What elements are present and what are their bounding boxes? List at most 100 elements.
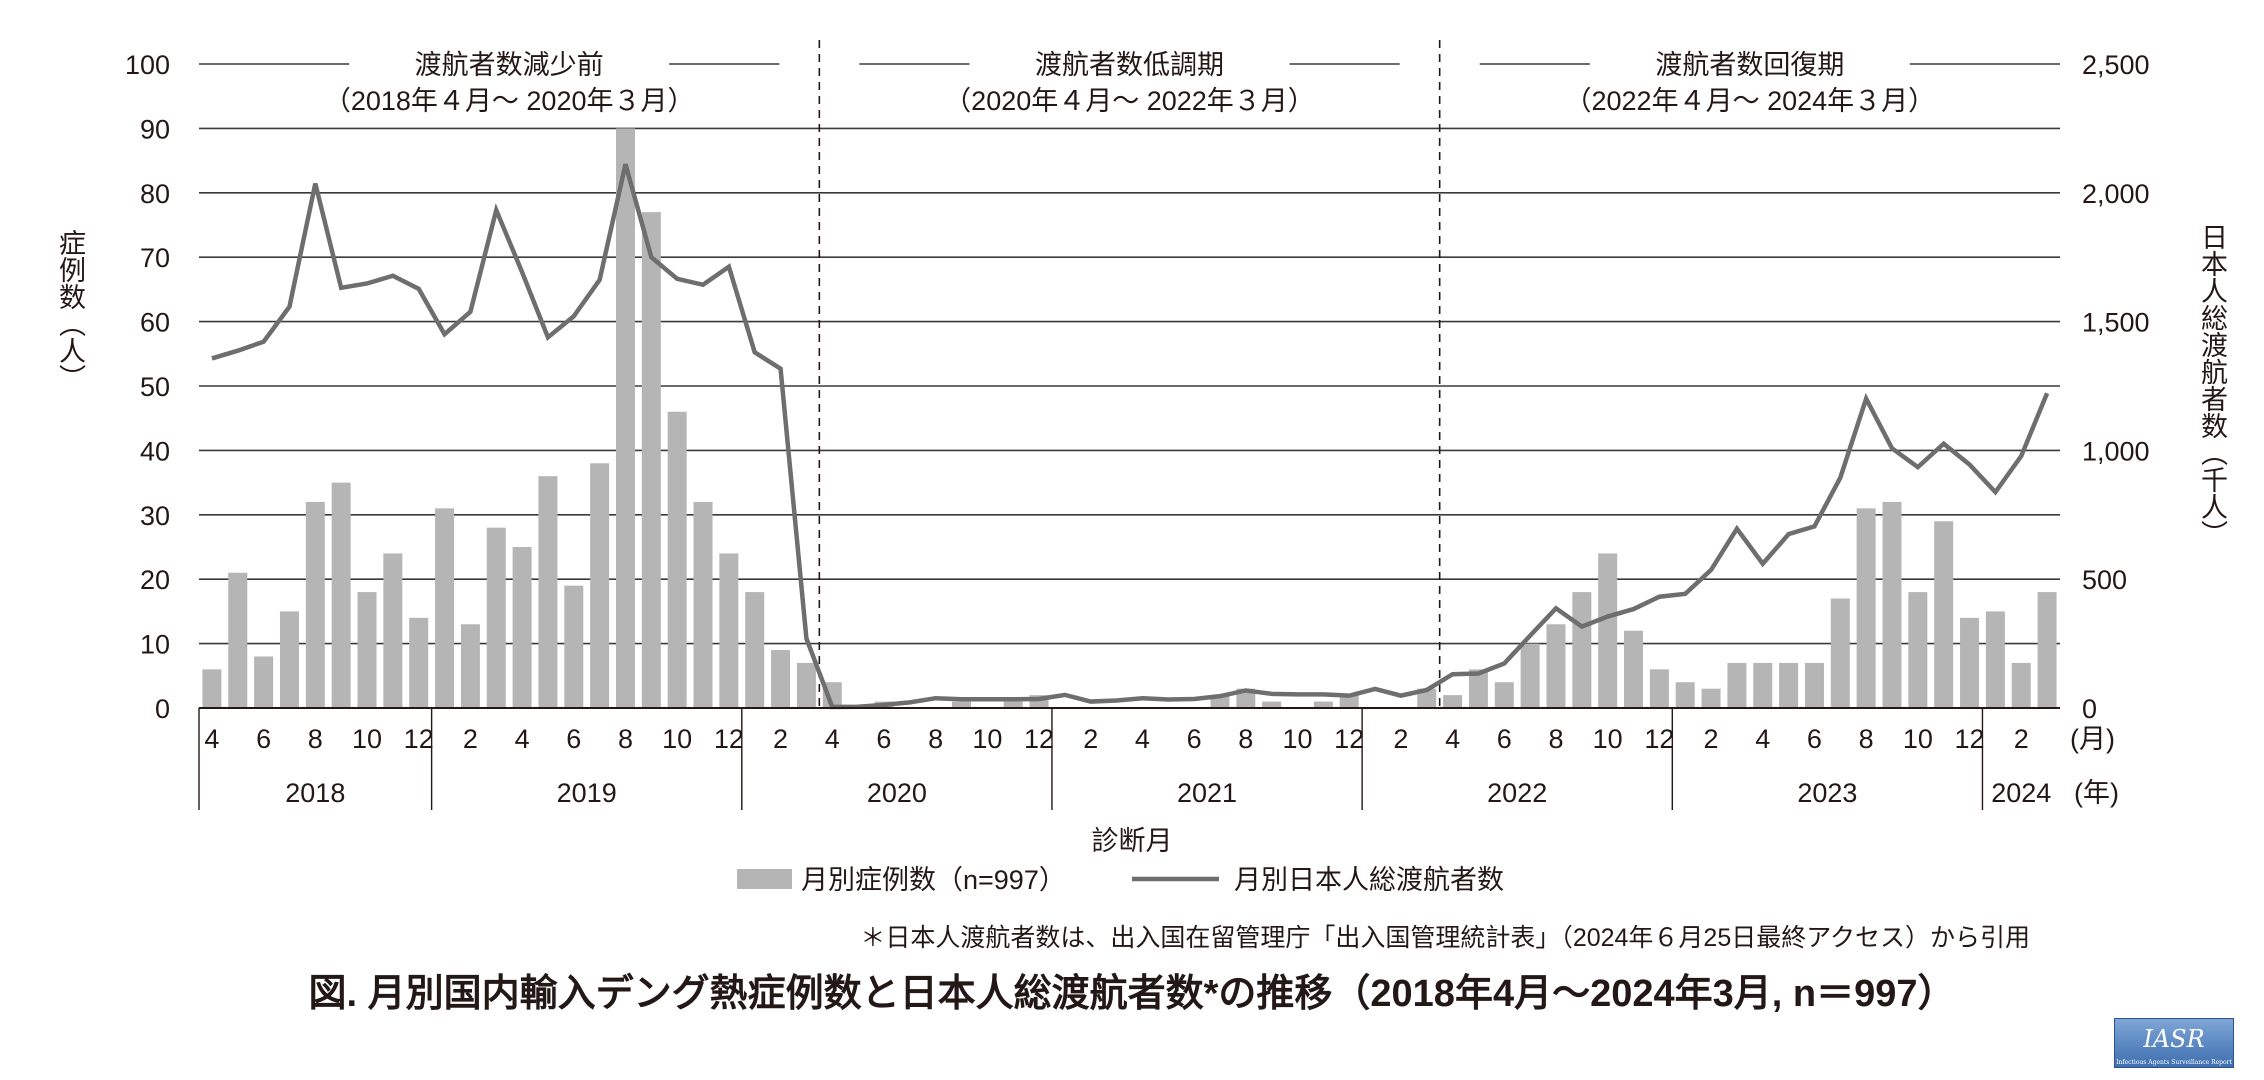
bar-month-48 [1443,695,1463,708]
year-label: 2022 [1487,778,1547,808]
bar-month-20 [719,553,739,708]
legend-bar-swatch [737,869,792,889]
bar-month-65 [1882,501,1902,708]
figure-title: 図. 月別国内輸入デング熱症例数と日本人総渡航者数*の推移（2018年4月〜20… [309,972,1956,1015]
bar-month-5 [331,482,351,708]
bar-month-18 [667,411,687,708]
period-range: （2020年４月〜 2022年３月） [944,86,1315,116]
right-tick-label: 500 [2082,565,2127,595]
month-label: 8 [1238,724,1253,754]
month-label: 6 [876,724,891,754]
bar-month-12 [512,547,532,708]
month-unit-label: (月) [2070,724,2115,754]
bar-month-63 [1830,598,1850,708]
bar-month-17 [641,212,661,708]
year-label: 2019 [557,778,617,808]
month-label: 4 [1135,724,1150,754]
month-label: 6 [1187,724,1202,754]
iasr-logo-text: IASR [2143,1025,2205,1053]
year-unit-label: (年) [2074,778,2119,808]
month-label: 10 [662,724,692,754]
bar-month-2 [254,656,274,708]
bar-month-55 [1624,630,1644,708]
year-label: 2020 [867,778,927,808]
bar-month-64 [1856,508,1876,708]
bar-month-53 [1572,592,1592,708]
x-axis-title: 診断月 [1092,826,1173,856]
bar-month-43 [1313,701,1333,708]
right-tick-label: 1,500 [2082,308,2150,338]
right-tick-label: 2,500 [2082,50,2150,80]
year-label: 2021 [1177,778,1237,808]
bar-month-11 [486,527,506,708]
year-label: 2024 [1991,778,2051,808]
bar-month-68 [1960,617,1980,708]
month-label: 2 [2014,724,2029,754]
bar-month-29 [951,701,971,708]
month-label: 8 [1548,724,1563,754]
right-tick-label: 0 [2082,694,2097,724]
left-tick-label: 90 [140,114,170,144]
month-label: 12 [1644,724,1674,754]
bar-month-61 [1779,662,1799,708]
bar-month-23 [796,662,816,708]
bar-month-41 [1262,701,1282,708]
month-label: 10 [1593,724,1623,754]
bar-month-15 [590,463,610,708]
period-name: 渡航者数減少前 [415,50,604,80]
month-label: 6 [256,724,271,754]
month-label: 2 [773,724,788,754]
month-label: 12 [1024,724,1054,754]
bar-month-19 [693,501,713,708]
bar-month-71 [2037,592,2057,708]
period-name: 渡航者数回復期 [1655,50,1844,80]
month-label: 8 [618,724,633,754]
period-name: 渡航者数低調期 [1035,50,1224,80]
bar-month-56 [1649,669,1669,708]
left-tick-label: 70 [140,243,170,273]
bar-month-10 [460,624,480,708]
month-label: 2 [1704,724,1719,754]
bar-month-60 [1753,662,1773,708]
bar-month-8 [409,617,429,708]
month-label: 4 [515,724,530,754]
month-label: 6 [1807,724,1822,754]
bar-month-47 [1417,688,1437,708]
month-label: 8 [308,724,323,754]
bar-month-69 [1985,611,2005,708]
month-label: 4 [1445,724,1460,754]
month-label: 2 [1083,724,1098,754]
left-tick-label: 60 [140,308,170,338]
left-tick-label: 50 [140,372,170,402]
bar-month-22 [771,650,791,708]
month-label: 2 [463,724,478,754]
bar-month-1 [228,572,248,708]
bar-month-14 [564,585,584,708]
month-label: 12 [1955,724,1985,754]
right-axis-title: 日本人総渡航者数（千人） [2197,223,2228,547]
footnote: ＊日本人渡航者数は、出入国在留管理庁「出入国管理統計表」（2024年６月25日最… [860,924,2030,952]
bar-month-49 [1468,669,1488,708]
left-axis-title: 症例数（人） [55,229,86,391]
bar-month-13 [538,476,558,708]
month-label: 4 [825,724,840,754]
bar-month-58 [1701,688,1721,708]
year-label: 2023 [1797,778,1857,808]
month-label: 4 [1755,724,1770,754]
travelers-line [211,163,2050,710]
bar-month-21 [745,592,765,708]
bar-month-62 [1804,662,1824,708]
bar-month-70 [2011,662,2031,708]
right-tick-label: 2,000 [2082,179,2150,209]
left-tick-label: 100 [125,50,170,80]
bar-month-67 [1934,521,1954,708]
month-label: 10 [352,724,382,754]
month-label: 8 [928,724,943,754]
month-label: 6 [566,724,581,754]
bar-month-31 [1003,701,1023,708]
month-label: 12 [714,724,744,754]
bar-month-57 [1675,682,1695,708]
bar-month-6 [357,592,377,708]
month-label: 2 [1393,724,1408,754]
